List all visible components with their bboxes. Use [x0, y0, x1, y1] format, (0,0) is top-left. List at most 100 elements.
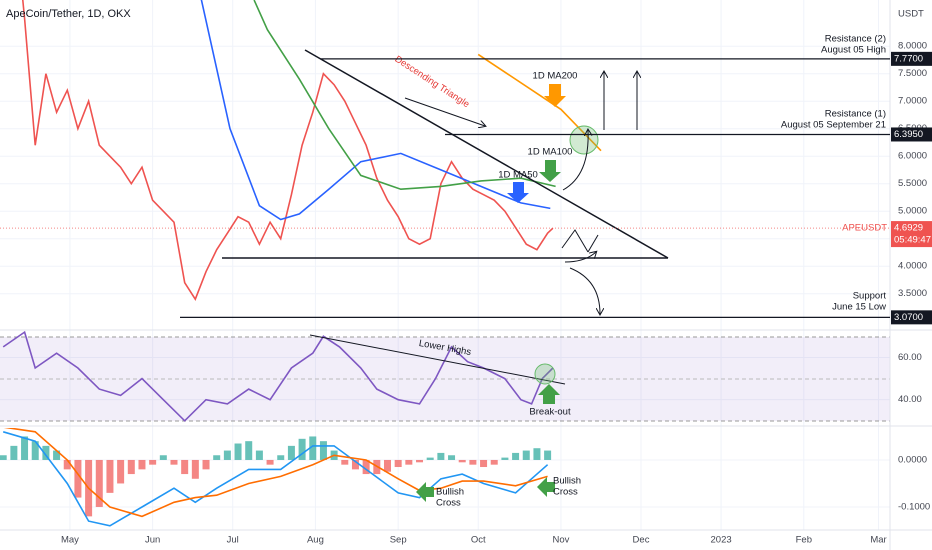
series-line: [253, 0, 556, 191]
annotation: Break-out: [529, 407, 571, 418]
ma-label: 1D MA50: [498, 170, 538, 181]
histogram-bar: [138, 459, 146, 470]
ma-label: 1D MA100: [528, 147, 573, 158]
histogram-bar: [383, 459, 391, 472]
histogram-bar: [191, 459, 199, 479]
pane: [21, 0, 602, 301]
x-tick-label: Nov: [553, 535, 570, 546]
histogram-bar: [127, 459, 135, 475]
annotation: Bullish: [553, 476, 581, 487]
level-note: Resistance (2): [825, 34, 886, 45]
y-tick-label: 5.5000: [898, 178, 927, 189]
histogram-bar: [544, 450, 552, 460]
chart-title: ApeCoin/Tether, 1D, OKX: [6, 8, 131, 20]
x-tick-label: Jul: [227, 535, 239, 546]
last-price-label: 4.6929: [894, 223, 923, 234]
y-tick-label: 3.5000: [898, 288, 927, 299]
level-note: Support: [853, 291, 887, 302]
x-tick-label: Aug: [307, 535, 324, 546]
histogram-bar: [181, 459, 189, 475]
level-note: Resistance (1): [825, 109, 886, 120]
histogram-bar: [234, 443, 242, 460]
arrow-ma100: [539, 160, 561, 182]
price-box: [891, 127, 932, 142]
y-tick-label: 7.0000: [898, 96, 927, 107]
annotation: Bullish: [436, 487, 464, 498]
histogram-bar: [117, 459, 125, 484]
histogram-bar: [287, 445, 295, 460]
arrow: [569, 267, 600, 314]
histogram-bar: [255, 450, 263, 460]
histogram-bar: [21, 436, 29, 460]
annotation: Descending Triangle: [393, 54, 472, 110]
histogram-bar: [42, 445, 50, 460]
histogram-bar: [319, 441, 327, 460]
y-tick-label: 4.0000: [898, 261, 927, 272]
zigzag: [561, 229, 589, 253]
histogram-bar: [501, 457, 509, 460]
histogram-bar: [31, 441, 39, 460]
lower-highs-line: [309, 334, 566, 385]
histogram-bar: [490, 459, 498, 465]
series-line: [3, 428, 548, 518]
y-tick-label: -0.1000: [898, 501, 930, 512]
histogram-bar: [170, 459, 178, 465]
arrow: [562, 130, 588, 191]
arrow-left: [537, 477, 555, 497]
histogram-bar: [213, 455, 221, 460]
histogram-bar: [458, 459, 466, 463]
histogram-bar: [522, 450, 530, 460]
x-tick-label: May: [61, 535, 79, 546]
x-tick-label: Sep: [390, 535, 407, 546]
level-note: June 15 Low: [832, 302, 886, 313]
price-box-label: 3.0700: [894, 312, 923, 323]
unit-label: USDT: [898, 9, 924, 20]
series-line: [200, 0, 551, 221]
highlight: [534, 363, 556, 385]
histogram-bar: [0, 455, 7, 460]
arrow: [564, 252, 596, 263]
histogram-bar: [159, 455, 167, 460]
marks: [0, 0, 602, 527]
y-tick-label: 40.00: [898, 394, 922, 405]
histogram-bar: [149, 459, 157, 465]
arrow-ma50: [507, 182, 529, 203]
histogram-bar: [469, 459, 477, 465]
y-tick-label: 0.0000: [898, 454, 927, 465]
histogram-bar: [223, 450, 231, 460]
histogram-bar: [351, 459, 359, 470]
histogram-bar: [74, 459, 82, 498]
x-tick-label: Mar: [870, 535, 886, 546]
price-box: [891, 310, 932, 325]
histogram-bar: [362, 459, 370, 475]
x-tick-label: Feb: [796, 535, 812, 546]
histogram-bar: [245, 441, 253, 460]
x-tick-label: Oct: [471, 535, 486, 546]
highlight: [569, 125, 599, 155]
x-tick-label: 2023: [711, 535, 732, 546]
level-note: August 05 September 21: [781, 120, 886, 131]
level-note: August 05 High: [821, 45, 886, 56]
histogram-bar: [298, 438, 306, 460]
histogram-bar: [202, 459, 210, 470]
histogram-bar: [437, 452, 445, 460]
y-tick-label: 5.0000: [898, 206, 927, 217]
histogram-bar: [394, 459, 402, 468]
histogram-bar: [416, 459, 424, 463]
annotation: Cross: [553, 487, 578, 498]
triangle-upper: [304, 49, 669, 259]
y-tick-label: 60.00: [898, 352, 922, 363]
symbol-label: APEUSDT: [842, 223, 887, 234]
histogram-bar: [405, 459, 413, 465]
histogram-bar: [512, 452, 520, 460]
y-tick-label: 6.0000: [898, 151, 927, 162]
price-box: [891, 221, 932, 248]
histogram-bar: [266, 459, 274, 465]
countdown-label: 05:49:47: [894, 235, 931, 246]
zigzag: [587, 234, 599, 253]
grid: [0, 0, 890, 530]
histogram-bar: [10, 445, 18, 460]
price-box-label: 7.7700: [894, 53, 923, 64]
y-tick-label: 7.5000: [898, 68, 927, 79]
